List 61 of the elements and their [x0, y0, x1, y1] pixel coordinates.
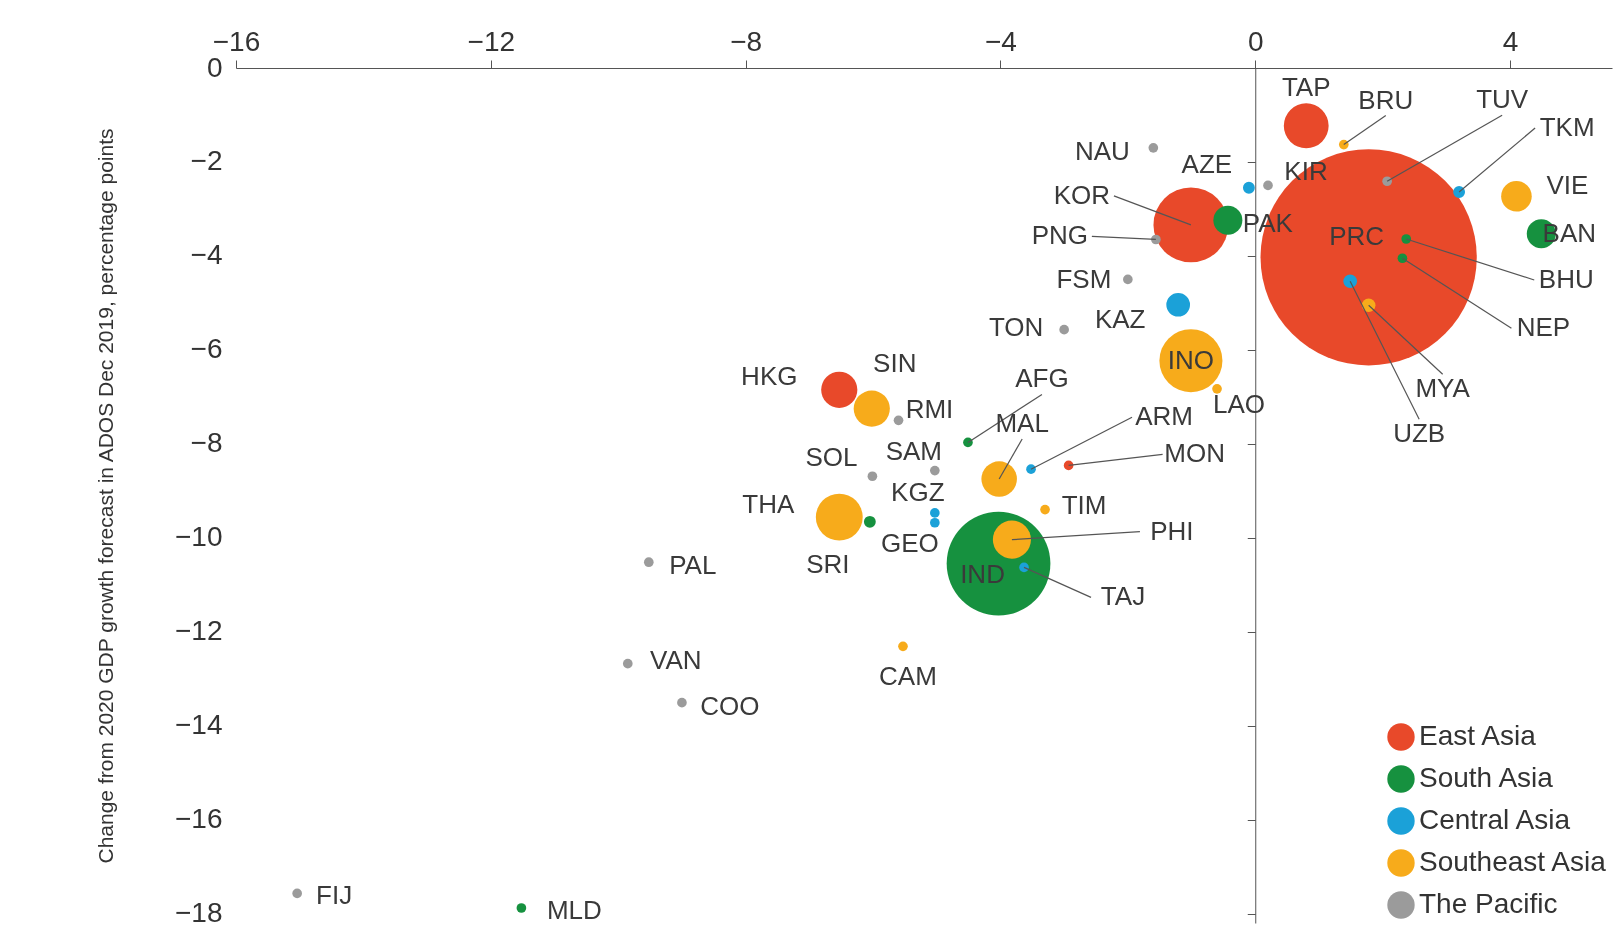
annotation: KOR — [1053, 179, 1111, 210]
annotation: BHU — [1538, 264, 1594, 294]
x-tick-label: −12 — [467, 25, 516, 57]
annotation: TAJ — [1100, 581, 1146, 612]
annotation: VIE — [1546, 170, 1589, 201]
annotation: TON — [988, 311, 1044, 342]
annotation: PHI — [1150, 515, 1194, 546]
annotation: KAZ — [1094, 303, 1146, 334]
y-tick-label: −12 — [175, 615, 223, 647]
y-axis-title: Change from 2020 GDP growth forecast in ADOS Dec 2019, percentage points — [93, 128, 117, 864]
annotation: MON — [1164, 438, 1225, 469]
annotation: TIM — [1061, 489, 1107, 520]
annotation: BRU — [1358, 84, 1414, 115]
y-tick-label: −14 — [175, 709, 223, 741]
annotation: COO — [700, 690, 760, 721]
annotation: HKG — [741, 360, 798, 391]
annotation: RMI — [905, 394, 954, 425]
y-tick-label: −10 — [175, 521, 223, 553]
annotation: GEO — [880, 527, 939, 558]
annotation: KGZ — [891, 476, 945, 507]
annotation: FSM — [1056, 264, 1112, 295]
annotation: SOL — [805, 442, 858, 473]
annotation: PAL — [669, 550, 717, 581]
annotation: AZE — [1181, 148, 1233, 179]
x-tick-label: 0 — [1247, 25, 1264, 57]
annotation: SAM — [885, 435, 942, 466]
annotation: TUV — [1476, 84, 1529, 115]
annotation: THA — [742, 489, 795, 520]
annotation: TKM — [1539, 112, 1595, 143]
annotation: ARM — [1135, 401, 1193, 432]
y-tick-label: −18 — [175, 897, 223, 929]
legend-label: Southeast Asia — [1419, 846, 1607, 877]
y-tick-label: −8 — [190, 427, 223, 459]
annotation: IND — [960, 558, 1005, 589]
annotation: NEP — [1516, 312, 1571, 343]
legend-label: Central Asia — [1419, 804, 1571, 835]
y-tick-label: −6 — [190, 333, 223, 365]
y-tick-label: −2 — [190, 145, 223, 177]
annotation: AFG — [1015, 363, 1069, 394]
x-tick-label: −4 — [984, 25, 1017, 57]
x-tick-label: 4 — [1502, 25, 1519, 57]
annotation: NAU — [1074, 135, 1130, 166]
legend-label: East Asia — [1419, 720, 1537, 751]
legend-label: South Asia — [1419, 762, 1554, 793]
annotation: MLD — [546, 894, 602, 925]
annotation: FIJ — [316, 880, 353, 911]
annotation: SIN — [873, 347, 917, 378]
y-tick-label: −4 — [190, 239, 223, 271]
annotation: PRC — [1329, 221, 1385, 252]
annotation: TAP — [1281, 71, 1331, 102]
annotation: MAL — [995, 408, 1049, 439]
legend-label: The Pacific — [1419, 888, 1558, 919]
annotation: CAM — [879, 661, 937, 692]
annotation: VAN — [650, 644, 702, 675]
annotation: PNG — [1031, 220, 1089, 251]
annotation: SRI — [806, 548, 850, 579]
x-tick-label: −8 — [730, 25, 763, 57]
y-tick-label: −16 — [175, 803, 223, 835]
annotation: INO — [1167, 344, 1215, 375]
annotation: UZB — [1393, 418, 1446, 449]
annotation: MYA — [1415, 373, 1471, 404]
